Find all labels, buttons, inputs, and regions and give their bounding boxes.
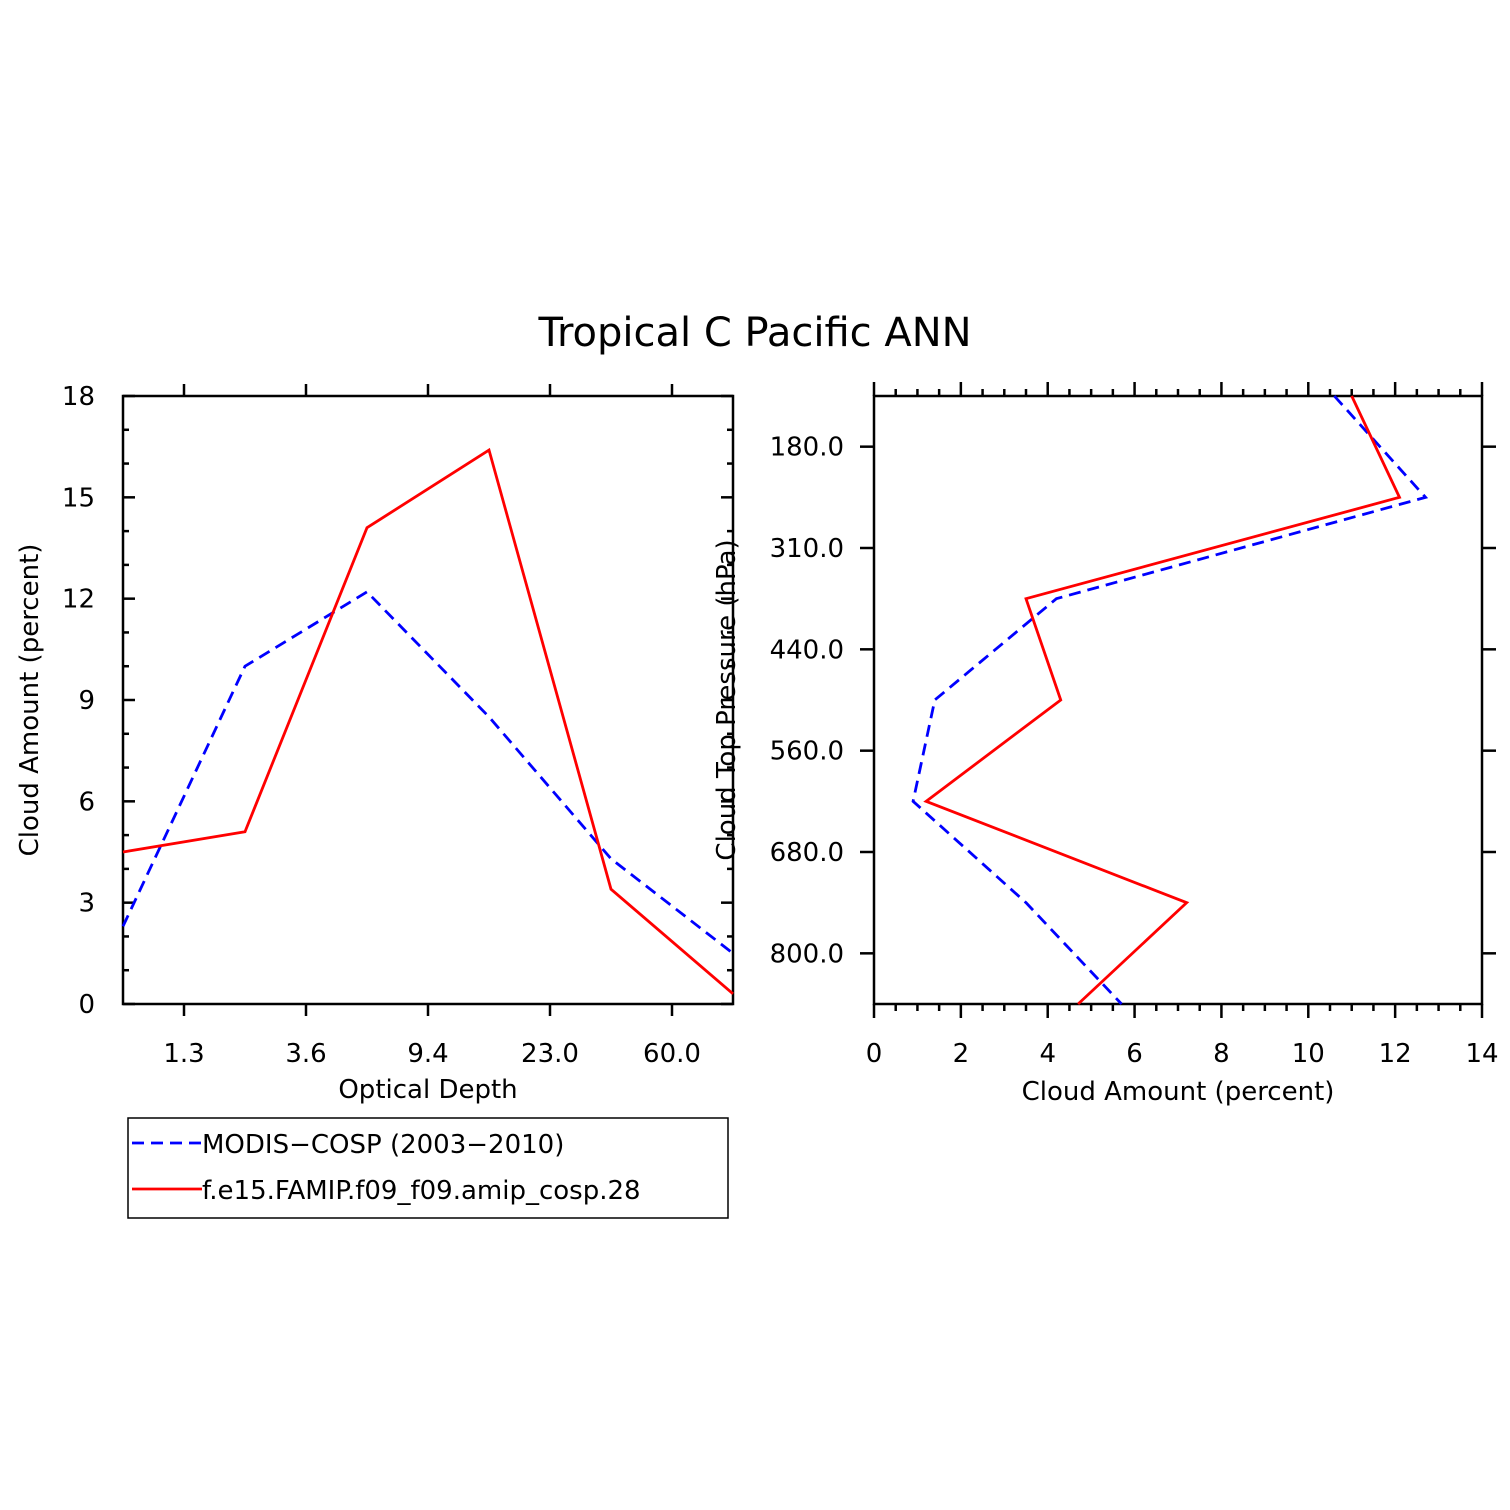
left-x-tick-label: 23.0	[521, 1039, 579, 1069]
left-x-tick-label: 1.3	[163, 1039, 204, 1069]
left-y-axis-label: Cloud Amount (percent)	[15, 544, 45, 857]
right-x-tick-label: 8	[1213, 1039, 1230, 1069]
right-y-axis-label: Cloud Top Pressure (hPa)	[712, 539, 742, 860]
legend-model-label: f.e15.FAMIP.f09_f09.amip_cosp.28	[202, 1176, 641, 1206]
left-y-tick-label: 3	[78, 889, 95, 919]
left-y-tick-label: 9	[78, 686, 95, 716]
right-x-tick-label: 12	[1379, 1039, 1412, 1069]
left-y-tick-label: 0	[78, 990, 95, 1020]
left-x-tick-label: 9.4	[407, 1039, 448, 1069]
right-x-tick-label: 14	[1465, 1039, 1498, 1069]
left-y-tick-label: 15	[62, 483, 95, 513]
right-series-modis	[911, 395, 1429, 1005]
right-x-tick-label: 6	[1126, 1039, 1143, 1069]
legend: MODIS−COSP (2003−2010) f.e15.FAMIP.f09_f…	[127, 1117, 729, 1219]
right-lines	[911, 395, 1429, 1006]
figure-title: Tropical C Pacific ANN	[537, 310, 971, 356]
left-y-tick-label: 6	[78, 787, 95, 817]
left-y-tick-label: 18	[62, 382, 95, 412]
right-x-tick-label: 0	[866, 1039, 883, 1069]
left-panel: 0 3 6 9 12 15 18 1.3 3.6 9.4 23.0 60.0 Optical Dept…	[15, 382, 735, 1105]
left-lines	[121, 447, 734, 995]
right-ticks: 0 2 4 6 8 10 12 14 180.0 310.0 440.0 560.0 680.0 800.…	[770, 382, 1499, 1069]
right-y-tick-label: 800.0	[770, 939, 844, 969]
right-y-tick-label: 180.0	[770, 433, 844, 463]
right-y-tick-label: 680.0	[770, 838, 844, 868]
right-panel: 0 2 4 6 8 10 12 14 180.0 310.0 440.0 560.0 680.0 800.…	[712, 382, 1499, 1107]
left-series-modis	[121, 590, 734, 955]
legend-box	[127, 1117, 729, 1219]
left-x-axis-label: Optical Depth	[338, 1075, 517, 1105]
right-y-tick-label: 310.0	[770, 534, 844, 564]
left-y-tick-label: 12	[62, 585, 95, 615]
left-x-tick-label: 3.6	[285, 1039, 326, 1069]
left-series-model	[122, 447, 734, 995]
right-y-tick-label: 560.0	[770, 737, 844, 767]
legend-obs-label: MODIS−COSP (2003−2010)	[202, 1130, 564, 1160]
right-x-tick-label: 10	[1292, 1039, 1325, 1069]
left-ticks: 0 3 6 9 12 15 18 1.3 3.6 9.4 23.0 60.0	[62, 382, 733, 1069]
left-x-tick-label: 60.0	[643, 1039, 701, 1069]
right-x-tick-label: 2	[953, 1039, 970, 1069]
left-plot-frame	[121, 394, 735, 1006]
right-x-tick-label: 4	[1039, 1039, 1056, 1069]
right-plot-frame	[872, 394, 1484, 1006]
right-series-model	[923, 395, 1402, 1006]
right-y-tick-label: 440.0	[770, 635, 844, 665]
right-x-axis-label: Cloud Amount (percent)	[1022, 1077, 1335, 1107]
